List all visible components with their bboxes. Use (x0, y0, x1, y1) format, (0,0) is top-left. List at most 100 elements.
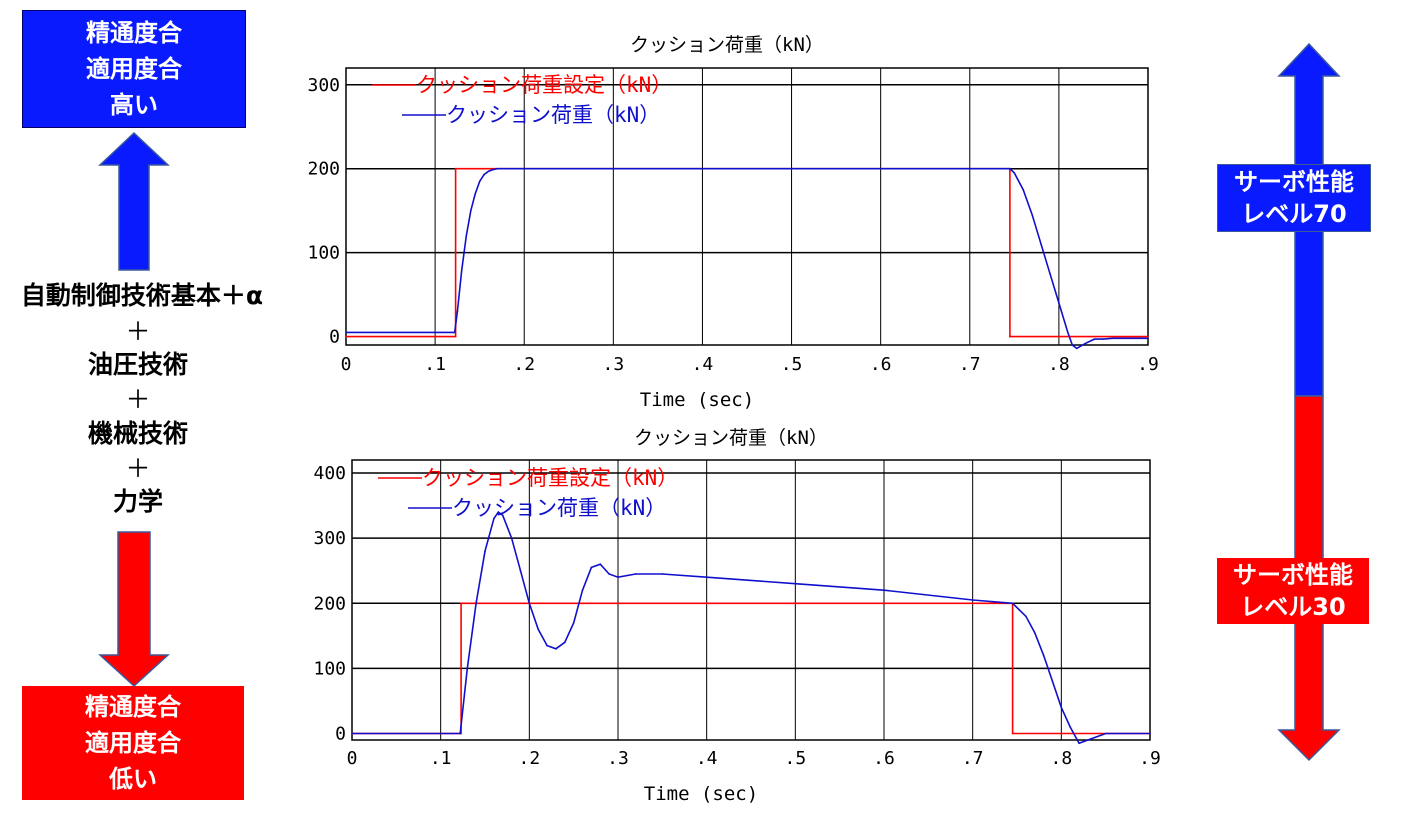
x-tick-label: .1 (430, 748, 452, 769)
data-point (454, 335, 457, 338)
chart-title: クッション荷重（kN） (634, 427, 828, 449)
data-point (1013, 172, 1016, 174)
legend-label: クッション荷重（kN） (446, 103, 660, 127)
data-point (1078, 742, 1080, 745)
data-point (1060, 706, 1063, 709)
y-tick-label: 0 (335, 723, 346, 744)
low-box-line-2: 適用度合 (85, 729, 181, 757)
data-point (493, 517, 495, 520)
low-proficiency-box: 精通度合 適用度合 低い (22, 686, 244, 800)
data-point (1031, 214, 1033, 216)
high-box-line-2: 適用度合 (86, 55, 182, 83)
y-tick-label: 400 (313, 463, 346, 484)
x-axis-label: Time (sec) (644, 783, 758, 805)
data-point (1087, 739, 1089, 741)
data-point (469, 209, 472, 212)
data-point (1040, 243, 1042, 246)
data-point (1071, 344, 1074, 346)
data-point (705, 576, 708, 579)
data-point (483, 173, 485, 176)
data-point (505, 167, 508, 170)
y-tick-label: 100 (307, 243, 340, 264)
x-tick-label: .8 (1050, 748, 1072, 769)
data-point (1009, 335, 1011, 338)
bottom-chart: クッション荷重（kN） 0 100 200 300 400 0 .1 .2 .3 .4 .5 .6 .7.… (313, 427, 1160, 805)
high-box-line-1: 精通度合 (86, 19, 182, 47)
data-point (1147, 337, 1149, 340)
y-tick-label: 300 (313, 528, 346, 549)
skill-plus-3: ＋ (125, 454, 151, 483)
data-point (1096, 735, 1098, 738)
data-point (1075, 347, 1078, 350)
data-point (510, 537, 513, 539)
data-point (1042, 654, 1045, 657)
x-tick-label: .7 (959, 354, 981, 375)
high-box-line-3: 高い (110, 91, 158, 119)
data-point (1149, 732, 1151, 735)
data-point (1102, 338, 1105, 340)
skill-line-3: 機械技術 (87, 419, 188, 448)
x-tick-label: .4 (696, 748, 718, 769)
y-tick-label: 100 (313, 658, 346, 679)
data-point (454, 167, 457, 170)
data-point (1111, 337, 1114, 340)
x-tick-label: .6 (870, 354, 892, 375)
data-point (1033, 631, 1036, 634)
data-point (484, 550, 486, 552)
chart-title: クッション荷重（kN） (630, 34, 824, 56)
data-point (519, 569, 522, 572)
data-point (564, 641, 566, 644)
top-chart: クッション荷重（kN） 0 100 200 300 0 .1 .2 .3 .4 .5 .6 .7 .8 .9… (307, 34, 1158, 411)
legend-label: クッション荷重設定（kN） (422, 466, 678, 490)
x-tick-label: .6 (873, 748, 895, 769)
x-tick-label: .1 (424, 354, 446, 375)
servo-level-30-box: サーボ性能 レベル30 (1217, 558, 1369, 624)
x-tick-label: .3 (602, 354, 624, 375)
data-point (465, 235, 468, 237)
x-tick-label: .7 (962, 748, 984, 769)
data-point (1147, 335, 1149, 338)
data-point (1011, 602, 1014, 605)
data-point (1069, 726, 1071, 728)
data-point (466, 667, 469, 670)
servo-level-70-box: サーボ性能 レベル70 (1217, 164, 1371, 232)
data-point (1022, 188, 1025, 191)
skill-plus-2: ＋ (125, 385, 151, 414)
data-point (453, 331, 456, 334)
down-arrow-icon (98, 531, 170, 688)
data-point (1104, 732, 1107, 735)
high-proficiency-box: 精通度合 適用度合 高い (22, 10, 246, 128)
data-point (461, 268, 463, 271)
y-tick-label: 0 (329, 327, 340, 348)
legend-label: クッション荷重設定（kN） (416, 73, 672, 97)
data-point (546, 644, 548, 647)
data-point (599, 563, 602, 565)
data-point (617, 576, 619, 579)
y-tick-label: 200 (313, 593, 346, 614)
skill-plus-1: ＋ (125, 317, 151, 346)
low-box-line-3: 低い (109, 765, 157, 793)
data-point (459, 732, 461, 735)
x-tick-label: .4 (692, 354, 714, 375)
servo-level-30-line-2: レベル30 (1240, 593, 1346, 621)
plot-area (345, 67, 1149, 346)
data-point (661, 573, 664, 575)
data-point (612, 167, 615, 170)
data-point (475, 602, 477, 605)
data-point (528, 602, 531, 605)
data-point (1084, 342, 1087, 345)
x-tick-label: .5 (781, 354, 803, 375)
data-point (1049, 272, 1051, 275)
plot-area (351, 459, 1151, 741)
data-point (971, 599, 974, 601)
data-point (501, 514, 504, 517)
data-point (608, 573, 610, 575)
servo-level-30-line-1: サーボ性能 (1233, 561, 1353, 589)
data-point (497, 511, 500, 513)
data-point (634, 573, 637, 575)
data-point (883, 589, 885, 592)
data-point (790, 167, 793, 170)
data-point (1011, 732, 1014, 735)
data-point (496, 167, 499, 170)
